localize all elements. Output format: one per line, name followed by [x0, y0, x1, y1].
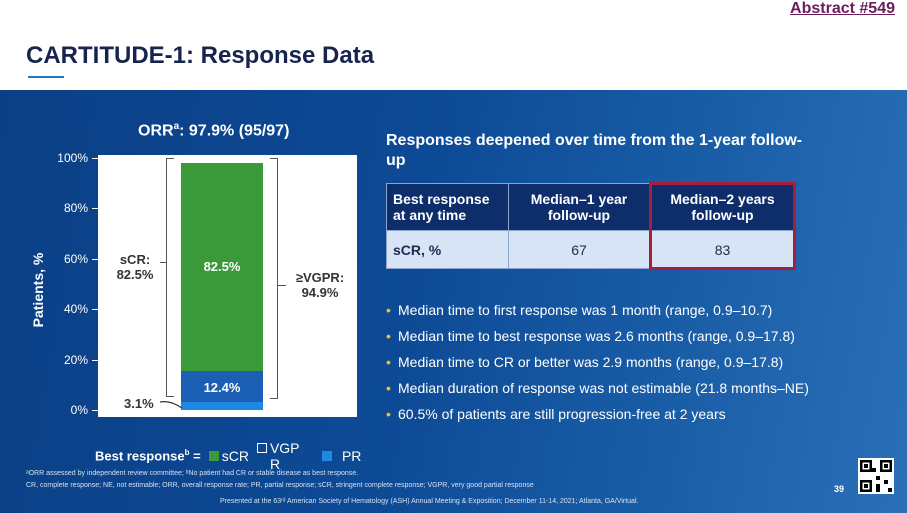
responses-heading: Responses deepened over time from the 1-…: [386, 132, 803, 169]
bar-segment-vgpr: [181, 370, 263, 403]
pr-outside-label: 3.1%: [124, 396, 154, 411]
presented-at: Presented at the 63ʳᵈ American Society o…: [220, 498, 639, 505]
vgpr-brace-tick: [278, 285, 286, 286]
list-item: Median time to best response was 2.6 mon…: [386, 323, 809, 349]
qr-code-icon: [858, 458, 894, 494]
table-header-row: Best response at any time Median–1 year …: [386, 183, 796, 231]
y-tick-label: 40%: [63, 302, 88, 317]
scr-brace-label: sCR: 82.5%: [110, 252, 160, 282]
y-tick-label: 20%: [63, 352, 88, 367]
legend-item-pr: PR: [321, 448, 361, 464]
legend-item-vgpr: VGPR: [256, 440, 304, 472]
legend-swatch-scr: [208, 451, 219, 461]
pr-pointer: [160, 401, 183, 409]
list-item: 60.5% of patients are still progression-…: [386, 401, 809, 427]
y-tick-mark: [92, 410, 98, 411]
list-item: Median duration of response was not esti…: [386, 375, 809, 401]
y-tick-mark: [92, 258, 98, 260]
page-title: CARTITUDE-1: Response Data: [26, 42, 375, 69]
vgpr-inside-label: 12.4%: [203, 380, 241, 395]
table-header-cell: Best response at any time: [386, 183, 509, 231]
table-cell: 67: [508, 230, 650, 269]
scr-brace-label-line1: sCR:: [119, 252, 151, 267]
table-header-cell: Median–2 years follow-up: [649, 183, 796, 231]
scr-brace-label-line2: 82.5%: [116, 267, 154, 282]
y-tick-mark: [92, 309, 98, 311]
bullet-list: Median time to first response was 1 mont…: [386, 297, 809, 427]
y-tick-label: 80%: [63, 201, 88, 216]
legend-title: Best responseb =: [95, 448, 201, 464]
legend-swatch-vgpr: [256, 443, 267, 453]
table-row: sCR, % 67 83: [386, 230, 796, 269]
legend-item-scr: sCR: [208, 448, 249, 464]
vgpr-brace: [270, 158, 278, 399]
page-number: 39: [834, 484, 845, 494]
scr-brace: [166, 158, 174, 397]
table-header-cell: Median–1 year follow-up: [508, 183, 650, 231]
chart-title: ORRa: 97.9% (95/97): [138, 121, 290, 140]
bar-segment-scr: [181, 163, 263, 371]
y-tick-label: 0%: [70, 403, 88, 417]
chart-legend: Best responseb = sCR VGPR PR: [95, 440, 369, 472]
y-tick-label: 60%: [63, 251, 88, 266]
y-tick-mark: [92, 208, 98, 210]
y-tick-mark: [92, 158, 98, 159]
title-underline: [28, 76, 64, 78]
footnote-1: ᵃORR assessed by independent review comm…: [26, 470, 359, 477]
vgpr-brace-label-line1: ≥VGPR:: [295, 270, 345, 285]
scr-inside-label: 82.5%: [203, 259, 241, 274]
bar-segment-pr: [181, 402, 263, 410]
response-table: Best response at any time Median–1 year …: [386, 183, 796, 269]
vgpr-brace-label-line2: 94.9%: [301, 285, 339, 300]
table-cell: sCR, %: [386, 230, 509, 269]
list-item: Median time to CR or better was 2.9 mont…: [386, 349, 809, 375]
legend-swatch-pr: [321, 451, 332, 461]
scr-brace-tick: [160, 262, 166, 263]
vgpr-brace-label: ≥VGPR: 94.9%: [288, 270, 352, 300]
y-tick-label: 100%: [57, 151, 88, 165]
list-item: Median time to first response was 1 mont…: [386, 297, 809, 323]
y-tick-mark: [92, 359, 98, 361]
table-cell: 83: [649, 230, 796, 269]
footnote-2: CR, complete response; NE, not estimable…: [26, 482, 534, 489]
abstract-link[interactable]: Abstract #549: [790, 0, 895, 17]
